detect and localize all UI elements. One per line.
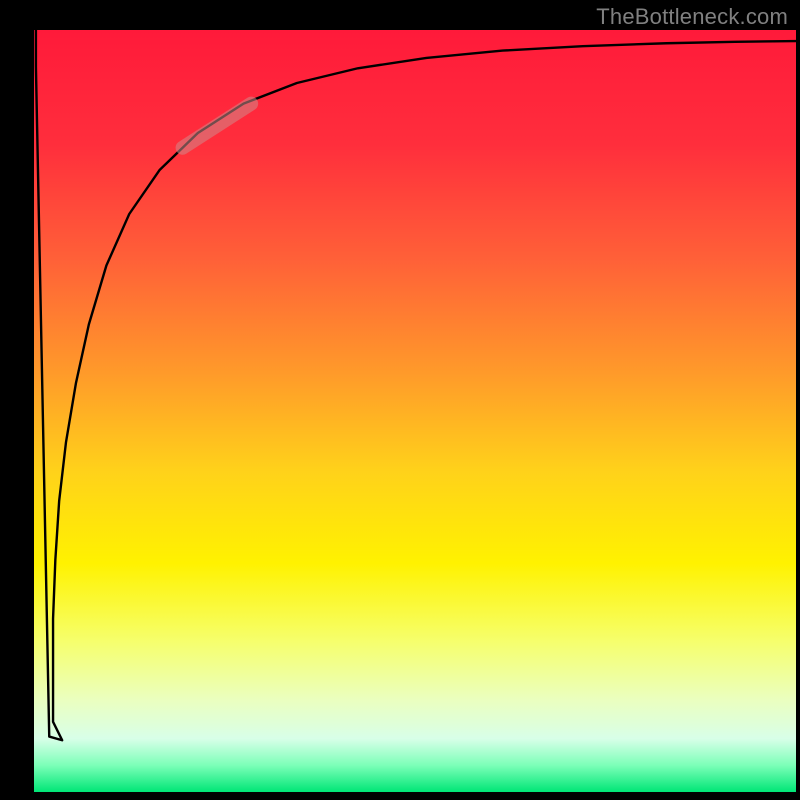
highlight-segment — [34, 30, 796, 766]
watermark-text: TheBottleneck.com — [596, 4, 788, 30]
chart-frame: TheBottleneck.com — [0, 0, 800, 800]
plot-area — [34, 30, 796, 766]
